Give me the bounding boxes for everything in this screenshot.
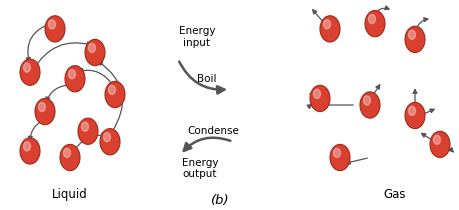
Circle shape	[23, 63, 30, 72]
Circle shape	[369, 14, 375, 24]
Text: Condense: Condense	[187, 126, 239, 136]
Circle shape	[330, 144, 350, 171]
Circle shape	[320, 16, 340, 42]
Text: Gas: Gas	[384, 188, 406, 201]
Circle shape	[20, 59, 40, 85]
Text: Liquid: Liquid	[52, 188, 88, 201]
Circle shape	[324, 20, 330, 29]
Circle shape	[409, 106, 415, 116]
Circle shape	[334, 148, 341, 158]
Circle shape	[65, 66, 85, 92]
Circle shape	[365, 10, 385, 37]
Circle shape	[108, 85, 116, 94]
Circle shape	[39, 102, 45, 112]
Circle shape	[103, 133, 111, 142]
FancyArrowPatch shape	[179, 62, 224, 93]
Circle shape	[430, 131, 450, 158]
Circle shape	[35, 98, 55, 125]
Circle shape	[313, 89, 320, 98]
Circle shape	[68, 70, 75, 79]
Circle shape	[405, 26, 425, 52]
Circle shape	[78, 118, 98, 144]
Circle shape	[20, 138, 40, 164]
Circle shape	[105, 81, 125, 108]
Circle shape	[364, 96, 370, 105]
Circle shape	[85, 39, 105, 66]
Circle shape	[82, 122, 89, 131]
Text: Boil: Boil	[197, 74, 217, 84]
FancyArrowPatch shape	[184, 138, 230, 151]
Circle shape	[360, 92, 380, 118]
Circle shape	[409, 30, 415, 39]
Circle shape	[433, 135, 441, 144]
Circle shape	[49, 20, 56, 29]
Circle shape	[89, 43, 95, 52]
Circle shape	[405, 102, 425, 129]
Circle shape	[310, 85, 330, 112]
Circle shape	[45, 16, 65, 42]
Text: Energy
output: Energy output	[182, 158, 218, 179]
Circle shape	[60, 144, 80, 171]
Circle shape	[100, 129, 120, 155]
Text: Energy
input: Energy input	[179, 26, 215, 48]
Text: (b): (b)	[211, 194, 230, 207]
Circle shape	[23, 142, 30, 151]
Circle shape	[63, 148, 71, 158]
